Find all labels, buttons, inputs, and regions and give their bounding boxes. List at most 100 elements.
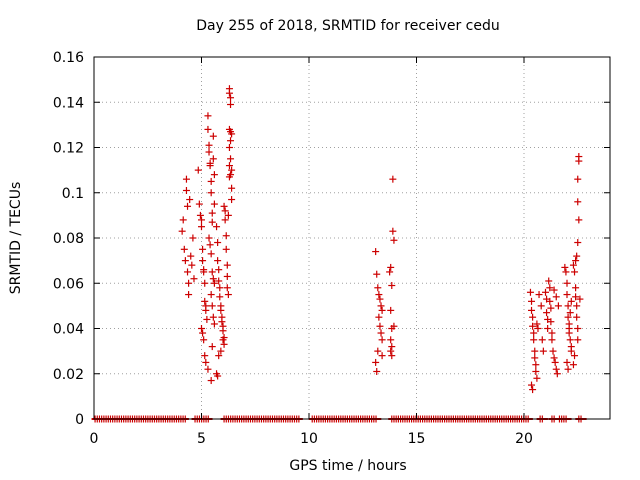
data-point [214, 239, 222, 247]
data-point [215, 352, 223, 360]
data-point [218, 318, 226, 326]
data-point [528, 297, 536, 305]
data-point [204, 365, 212, 373]
data-point [378, 352, 386, 360]
data-point [185, 279, 193, 287]
data-point [227, 155, 235, 163]
data-point [223, 261, 231, 269]
data-point [529, 313, 537, 321]
data-point [194, 166, 202, 174]
data-point [186, 196, 194, 204]
data-point [228, 184, 236, 192]
data-point [573, 313, 581, 321]
data-point [201, 297, 209, 305]
data-point [184, 268, 192, 276]
data-point [187, 252, 195, 260]
data-point [196, 211, 204, 219]
data-point [561, 263, 569, 271]
data-point [539, 347, 547, 355]
grid-lines [94, 57, 610, 419]
x-tick-labels: 0 5 10 15 20 [90, 431, 533, 447]
data-point [575, 216, 583, 224]
data-point [576, 295, 584, 303]
data-point [207, 177, 215, 185]
data-point [210, 279, 218, 287]
data-point [537, 302, 545, 310]
data-point [386, 268, 394, 276]
data-point [528, 306, 536, 314]
data-point [199, 245, 207, 253]
data-point [228, 166, 236, 174]
data-point [547, 304, 555, 312]
data-point [566, 309, 574, 317]
data-point [574, 336, 582, 344]
data-point [209, 313, 217, 321]
data-point [209, 275, 217, 283]
data-point [220, 340, 228, 348]
data-point [179, 216, 187, 224]
data-point [227, 94, 235, 102]
data-point [221, 216, 229, 224]
data-point [387, 263, 395, 271]
data-point [208, 218, 216, 226]
data-point [373, 270, 381, 278]
data-point [377, 329, 385, 337]
data-point [535, 291, 543, 299]
data-point [375, 313, 383, 321]
data-point [208, 209, 216, 217]
data-point [550, 354, 558, 362]
data-point [529, 322, 537, 330]
data-point [204, 112, 212, 120]
data-point [208, 343, 216, 351]
data-point [199, 257, 207, 265]
y-tick-label: 0.06 [53, 276, 84, 292]
data-point [572, 293, 580, 301]
data-point [207, 250, 215, 258]
data-point [201, 352, 209, 360]
data-point [202, 358, 210, 366]
data-point [563, 279, 571, 287]
data-point [563, 291, 571, 299]
data-point [574, 175, 582, 183]
x-tick-label: 10 [300, 431, 318, 447]
data-point [225, 162, 233, 170]
data-point [227, 101, 235, 109]
data-point [387, 347, 395, 355]
data-point [203, 315, 211, 323]
x-tick-label: 20 [515, 431, 533, 447]
data-point [225, 173, 233, 181]
y-tick-label: 0.16 [53, 50, 84, 66]
data-point [533, 320, 541, 328]
data-point [554, 302, 562, 310]
data-point [542, 288, 549, 296]
data-point [210, 200, 218, 208]
data-point [534, 325, 542, 332]
data-point [223, 272, 231, 280]
data-point [202, 306, 210, 314]
data-point [530, 329, 538, 337]
data-point [538, 336, 546, 344]
y-tick-label: 0.14 [53, 95, 84, 111]
data-point [531, 354, 539, 362]
data-point [389, 227, 397, 235]
data-point [206, 241, 214, 249]
data-point [549, 347, 557, 355]
data-point [181, 257, 189, 265]
data-point [387, 306, 395, 314]
data-point [531, 347, 539, 355]
data-point [546, 297, 554, 305]
data-point [221, 207, 229, 215]
data-point [567, 347, 575, 355]
data-point [376, 322, 384, 330]
data-point [205, 234, 213, 242]
data-point [562, 268, 570, 276]
data-point [574, 239, 582, 247]
data-point [178, 227, 186, 235]
data-point [563, 358, 571, 366]
data-point [206, 162, 214, 170]
data-point [188, 261, 196, 269]
data-point [182, 186, 190, 194]
data-point [553, 370, 561, 378]
data-point [214, 257, 222, 265]
